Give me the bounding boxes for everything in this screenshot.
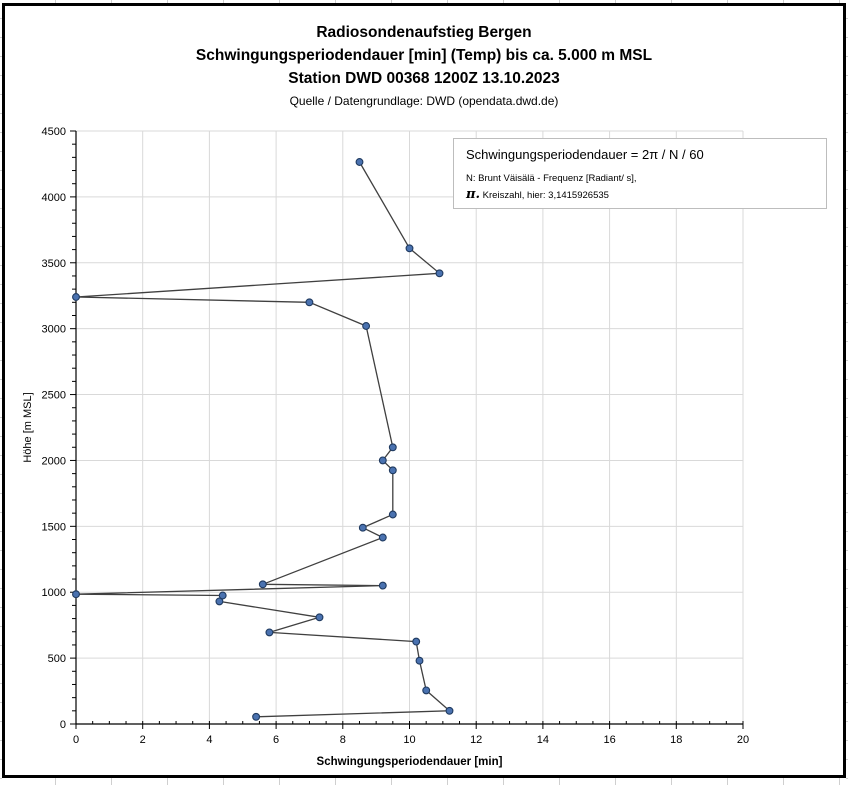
data-point <box>422 686 431 695</box>
data-point <box>405 244 414 253</box>
data-point <box>358 523 367 532</box>
chart-title-line1: Radiosondenaufstieg Bergen <box>316 24 532 41</box>
x-axis-title: Schwingungsperiodendauer [min] <box>317 756 503 768</box>
y-tick-label: 2000 <box>42 455 66 467</box>
tick-labels: 0 500 1000 1500 2000 2500 3000 3500 4000 4500 0 2 4 6… <box>42 126 750 746</box>
data-point <box>378 581 387 590</box>
annotation-formula: Schwingungsperiodendauer = 2π / N / 60 <box>466 147 704 162</box>
series-line <box>75 161 452 718</box>
gridlines <box>76 130 744 724</box>
annotation-note-2: π. Kreiszahl, hier: 3,1415926535 <box>466 187 609 202</box>
annotation-note-1: N: Brunt Väisälä - Frequenz [Radiant/ s]… <box>466 173 637 184</box>
data-point <box>258 580 267 589</box>
x-tick-label: 14 <box>537 734 549 746</box>
data-point <box>215 597 224 606</box>
data-point <box>362 322 371 330</box>
data-point <box>415 656 424 665</box>
y-tick-label: 2500 <box>42 390 66 402</box>
series-markers <box>72 158 454 721</box>
data-point <box>218 591 227 600</box>
y-tick-label: 3000 <box>42 324 66 336</box>
data-point <box>72 590 80 599</box>
data-point <box>265 628 274 637</box>
y-tick-label: 500 <box>48 653 66 665</box>
axes <box>75 131 743 725</box>
cell-gridline-stubs-left <box>0 0 2 785</box>
data-point <box>315 613 324 622</box>
x-tick-label: 18 <box>670 734 682 746</box>
x-tick-label: 16 <box>603 734 615 746</box>
data-point <box>445 706 454 715</box>
annotation-box: Schwingungsperiodendauer = 2π / N / 60 N… <box>453 138 827 209</box>
data-point <box>412 637 421 646</box>
x-tick-label: 6 <box>273 734 279 746</box>
y-tick-label: 0 <box>60 719 66 731</box>
axis-ticks <box>70 130 744 729</box>
data-point <box>252 712 261 721</box>
chart-source-line: Quelle / Datengrundlage: DWD (opendata.d… <box>289 94 559 108</box>
chart-title-block: Radiosondenaufstieg Bergen Schwingungspe… <box>0 21 848 109</box>
chart-title-line3: Station DWD 00368 1200Z 13.10.2023 <box>288 70 560 87</box>
data-point <box>388 510 397 519</box>
data-point <box>388 443 397 452</box>
x-tick-label: 20 <box>737 734 749 746</box>
x-tick-label: 8 <box>340 734 346 746</box>
y-tick-label: 4000 <box>42 192 66 204</box>
x-tick-label: 4 <box>206 734 212 746</box>
y-tick-label: 4500 <box>42 126 66 138</box>
cell-gridline-stubs-right <box>846 0 848 785</box>
data-point <box>72 293 80 301</box>
x-tick-label: 2 <box>140 734 146 746</box>
x-tick-label: 10 <box>403 734 415 746</box>
data-point <box>388 466 397 475</box>
data-point <box>378 533 387 542</box>
data-point <box>435 269 444 278</box>
cell-gridline-stubs-top <box>0 0 848 3</box>
y-tick-label: 3500 <box>42 258 66 270</box>
chart-title-line2: Schwingungsperiodendauer [min] (Temp) bi… <box>195 47 653 64</box>
y-tick-label: 1000 <box>42 587 66 599</box>
cell-gridline-stubs-bottom <box>0 778 848 785</box>
y-axis-title: Höhe [m MSL] <box>22 392 34 462</box>
y-tick-label: 1500 <box>42 521 66 533</box>
x-tick-label: 0 <box>73 734 79 746</box>
data-point <box>305 298 314 307</box>
x-tick-label: 12 <box>470 734 482 746</box>
data-point <box>378 456 387 465</box>
data-point <box>355 158 364 166</box>
